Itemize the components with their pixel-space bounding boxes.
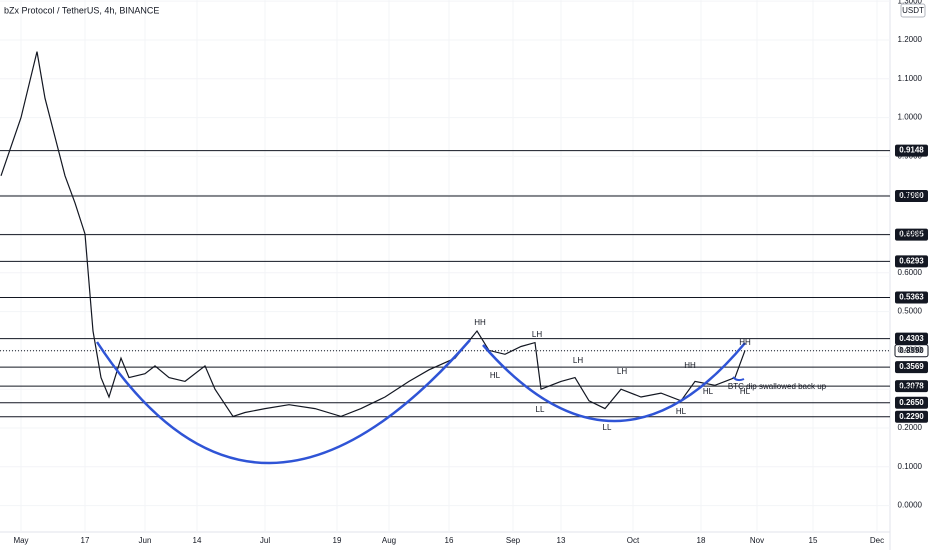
grid	[0, 0, 890, 532]
y-tick-label: 1.0000	[898, 113, 923, 122]
x-tick-label: 18	[697, 536, 706, 545]
annotation: BTC dip swallowed back up	[728, 382, 827, 391]
level-label: 0.7980	[899, 191, 924, 200]
level-box	[895, 396, 928, 409]
level-label: 0.3078	[899, 381, 924, 390]
x-tick-label: 14	[193, 536, 202, 545]
level-box	[895, 144, 928, 157]
x-tick-label: 15	[809, 536, 818, 545]
x-tick-label: Jul	[260, 536, 270, 545]
level-box	[895, 189, 928, 202]
annotation: HL	[676, 407, 687, 416]
x-tick-label: 19	[333, 536, 342, 545]
annotation: LH	[573, 356, 583, 365]
y-tick-label: 0.2000	[898, 423, 923, 432]
level-box	[895, 228, 928, 241]
y-tick-label: 0.7000	[898, 229, 923, 238]
y-tick-label: 0.8000	[898, 190, 923, 199]
y-tick-label: 0.6000	[898, 268, 923, 277]
cup-curve	[482, 342, 746, 423]
last-price-label: 0.3990	[899, 346, 924, 355]
x-tick-label: Dec	[870, 536, 884, 545]
x-tick-label: 13	[557, 536, 566, 545]
annotation: LH	[617, 367, 627, 376]
level-box	[895, 361, 928, 374]
dip-hook	[732, 376, 745, 382]
annotation: LH	[532, 330, 542, 339]
annotation: HL	[490, 371, 501, 380]
level-box	[895, 255, 928, 268]
y-tick-label: 0.9000	[898, 151, 923, 160]
last-price-box	[894, 344, 929, 358]
chart-title: bZx Protocol / TetherUS, 4h, BINANCE	[4, 5, 159, 15]
y-tick-label: 1.1000	[898, 74, 923, 83]
cup-curve	[95, 339, 471, 465]
level-label: 0.5363	[899, 293, 924, 302]
price-line	[0, 51, 746, 418]
level-box	[895, 410, 928, 423]
annotation: HL	[703, 387, 714, 396]
currency-box	[900, 3, 926, 18]
level-box	[895, 291, 928, 304]
y-tick-label: 1.2000	[898, 35, 923, 44]
x-tick-label: Nov	[750, 536, 764, 545]
level-label: 0.9148	[899, 146, 924, 155]
y-tick-label: 0.1000	[898, 462, 923, 471]
series	[0, 51, 746, 418]
level-label: 0.4303	[899, 334, 924, 343]
level-box	[895, 380, 928, 393]
x-tick-label: Jun	[139, 536, 152, 545]
x-tick-label: 17	[81, 536, 90, 545]
x-tick-label: 16	[445, 536, 454, 545]
y-tick-label: 0.4000	[898, 346, 923, 355]
level-label: 0.3569	[899, 362, 924, 371]
annotation: HL	[740, 387, 751, 396]
axes: 1.3000 1.2000 1.1000 1.0000 0.9000 0.8000 0.70…	[13, 0, 922, 545]
x-tick-label: May	[13, 536, 28, 545]
level-label: 0.2290	[899, 412, 924, 421]
y-tick-label: 0.3000	[898, 384, 923, 393]
annotation: HH	[684, 361, 696, 370]
annotation: HH	[739, 338, 751, 347]
x-tick-label: Aug	[382, 536, 396, 545]
y-tick-label: 1.3000	[898, 0, 923, 5]
level-label: 0.6985	[899, 230, 924, 239]
level-label: 0.6293	[899, 257, 924, 266]
annotation: LL	[536, 405, 545, 414]
y-tick-label: 0.5000	[898, 307, 923, 316]
level-box	[895, 332, 928, 345]
level-label: 0.2650	[899, 398, 924, 407]
y-tick-label: 0.0000	[898, 501, 923, 510]
annotation: HH	[474, 318, 486, 327]
x-tick-label: Sep	[506, 536, 521, 545]
annotation: LL	[603, 423, 612, 432]
currency: USDT	[902, 6, 924, 15]
x-tick-label: Oct	[627, 536, 640, 545]
